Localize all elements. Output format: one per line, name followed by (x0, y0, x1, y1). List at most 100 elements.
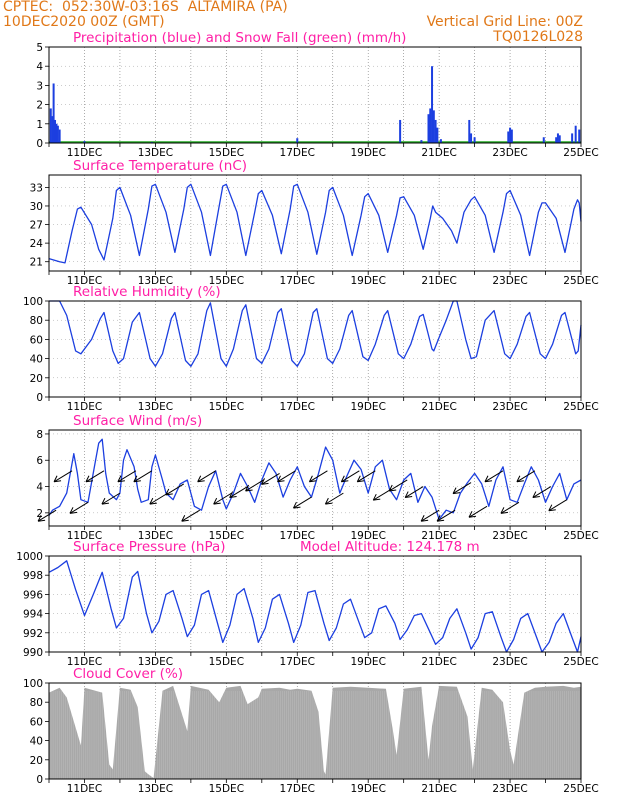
x-tick-label: 15DEC (209, 783, 244, 795)
wind-arrowhead (548, 504, 556, 512)
y-tick-label: 2 (36, 100, 43, 112)
precip-bar (296, 138, 299, 143)
wind-arrow (53, 470, 73, 483)
wind-arrowhead (372, 493, 381, 501)
x-tick-label: 11DEC (67, 530, 102, 542)
x-tick-label: 15DEC (209, 401, 244, 413)
precip-bar (49, 108, 52, 143)
precip-bar (509, 127, 512, 143)
precip-bar (420, 140, 423, 143)
x-tick-label: 13DEC (138, 656, 173, 668)
y-tick-label: 992 (23, 628, 43, 640)
x-tick-label: 17DEC (280, 147, 315, 159)
precip-bar (432, 110, 435, 143)
x-tick-label: 17DEC (280, 275, 315, 287)
x-tick-label: 15DEC (209, 147, 244, 159)
precip-bar (473, 137, 476, 143)
panel-title: Cloud Cover (%) (73, 666, 183, 682)
y-tick-label: 0 (36, 774, 43, 786)
y-tick-label: 2 (36, 508, 43, 520)
x-tick-label: 13DEC (138, 530, 173, 542)
precip-bar (55, 123, 58, 143)
y-tick-label: 27 (30, 220, 43, 232)
wind-arrow (388, 479, 408, 492)
panel-frame (48, 300, 582, 398)
y-tick-label: 3 (36, 80, 43, 92)
x-tick-label: 13DEC (138, 147, 173, 159)
x-tick-label: 23DEC (492, 530, 527, 542)
wind-arrow (229, 486, 248, 498)
header-date: 10DEC2020 00Z (GMT) (3, 14, 165, 30)
y-tick-label: 80 (30, 315, 43, 327)
wind-arrow (293, 496, 312, 509)
x-tick-label: 15DEC (209, 275, 244, 287)
y-tick-label: 4 (36, 61, 43, 73)
wind-arrowhead (101, 497, 110, 505)
x-tick-label: 13DEC (138, 401, 173, 413)
x-tick-label: 21DEC (421, 401, 456, 413)
wind-arrowhead (500, 507, 509, 514)
precip-bar (555, 137, 558, 143)
wind-arrow (245, 479, 264, 492)
wind-arrowhead (324, 497, 333, 505)
y-tick-label: 60 (30, 334, 43, 346)
x-tick-label: 25DEC (563, 401, 598, 413)
precip-bar (510, 129, 513, 143)
wind-arrowhead (388, 484, 397, 492)
x-tick-label: 23DEC (492, 275, 527, 287)
y-tick-label: 1000 (16, 551, 43, 563)
panel-frame (48, 555, 582, 653)
wind-arrowhead (133, 475, 141, 483)
precip-bar (507, 131, 510, 143)
y-tick-label: 40 (30, 736, 43, 748)
precip-bar (54, 119, 57, 143)
wind-arrow (149, 492, 169, 505)
wind-arrowhead (149, 497, 157, 505)
wind-arrow (197, 470, 216, 483)
series-line (48, 183, 582, 264)
y-tick-label: 100 (23, 678, 43, 690)
series-line (49, 300, 582, 367)
y-tick-label: 994 (23, 609, 43, 621)
precip-bar (51, 116, 54, 143)
y-tick-label: 20 (30, 755, 43, 767)
wind-arrow (181, 509, 200, 522)
wind-arrowhead (117, 475, 125, 483)
precip-bar (578, 129, 581, 143)
precip-bar (571, 133, 574, 143)
y-tick-label: 20 (30, 373, 43, 385)
wind-arrowhead (452, 487, 461, 495)
x-tick-label: 19DEC (350, 147, 385, 159)
wind-arrow (213, 492, 232, 505)
x-tick-label: 17DEC (280, 783, 315, 795)
header-code: TQ0126L028 (493, 29, 583, 45)
wind-arrow (133, 470, 153, 483)
x-tick-label: 23DEC (492, 147, 527, 159)
panel-0: Precipitation (blue) and Snow Fall (gree… (36, 30, 598, 159)
precip-bar (399, 119, 402, 143)
y-tick-label: 0 (36, 392, 43, 404)
wind-arrowhead (340, 475, 349, 483)
precip-bar (542, 137, 545, 143)
y-tick-label: 0 (36, 138, 43, 150)
x-tick-label: 25DEC (563, 275, 598, 287)
wind-arrowhead (484, 475, 493, 483)
x-tick-label: 17DEC (280, 656, 315, 668)
wind-arrowhead (404, 491, 413, 499)
panel-title: Precipitation (blue) and Snow Fall (gree… (73, 30, 406, 46)
x-tick-label: 17DEC (280, 401, 315, 413)
precip-bar (468, 119, 471, 143)
precip-bar (436, 127, 439, 143)
y-tick-label: 4 (36, 482, 43, 494)
header-grid-note: Vertical Grid Line: 00Z (426, 14, 583, 30)
precip-bar (427, 114, 430, 143)
wind-arrow (372, 488, 392, 501)
x-tick-label: 23DEC (492, 401, 527, 413)
wind-arrow (436, 509, 456, 522)
precip-bar (52, 83, 55, 143)
x-tick-label: 15DEC (209, 656, 244, 668)
wind-arrowhead (308, 475, 317, 483)
x-tick-label: 11DEC (67, 275, 102, 287)
wind-arrow (341, 470, 360, 483)
wind-arrowhead (532, 491, 540, 499)
